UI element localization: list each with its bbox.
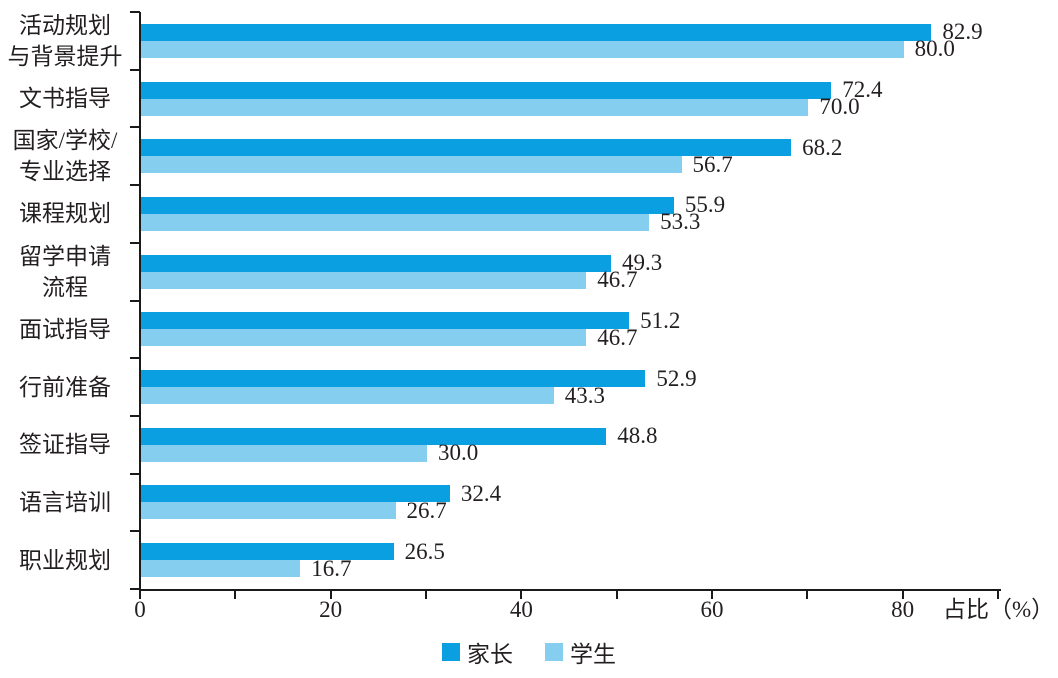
legend-label-parents: 家长 (467, 642, 513, 667)
value-label: 70.0 (819, 94, 860, 120)
bar-学生 (141, 387, 554, 405)
y-axis-tick (130, 588, 140, 590)
value-label: 32.4 (460, 480, 502, 506)
bar-学生 (141, 560, 301, 578)
x-axis-tick (997, 591, 999, 599)
x-axis-tick (806, 591, 809, 599)
y-axis-tick (130, 184, 140, 187)
x-axis-tick (615, 591, 618, 599)
legend-swatch-students (545, 643, 563, 661)
bar-学生 (141, 444, 427, 462)
value-label: 55.9 (684, 192, 726, 218)
legend-swatch-parents (442, 643, 460, 661)
category-label: 行前准备 (19, 374, 111, 400)
y-axis-line (139, 12, 141, 591)
y-axis-tick (130, 472, 140, 475)
bar-家长 (141, 23, 932, 41)
y-axis-tick (130, 299, 140, 302)
value-label: 52.9 (656, 365, 697, 391)
category-label: 文书指导 (19, 86, 111, 112)
bar-家长 (141, 139, 792, 157)
bar-家长 (141, 370, 646, 388)
x-tick-label: 20 (319, 597, 343, 622)
bar-学生 (141, 329, 587, 347)
x-tick-label: 40 (509, 597, 533, 622)
category-label: 国家/学校/ 专业选择 (12, 128, 118, 185)
x-axis-tick (139, 591, 141, 599)
value-label: 26.7 (406, 497, 447, 523)
x-axis-tick (234, 591, 237, 599)
y-axis-tick (130, 11, 140, 13)
bar-学生 (141, 40, 904, 58)
legend: 家长 学生 (0, 635, 1058, 669)
value-label: 68.2 (802, 134, 843, 160)
category-label: 活动规划 与背景提升 (7, 12, 123, 69)
category-label: 课程规划 (19, 201, 111, 227)
x-axis-tick (901, 591, 904, 599)
y-axis-tick (130, 357, 140, 360)
value-label: 80.0 (914, 36, 955, 62)
y-axis-tick (130, 414, 140, 417)
x-tick-label: 60 (700, 597, 724, 622)
bar-家长 (141, 485, 450, 503)
x-tick-label: 0 (134, 597, 146, 622)
x-axis-tick (329, 591, 332, 599)
y-axis-tick (130, 530, 140, 533)
x-axis-tick (520, 591, 523, 599)
category-label: 职业规划 (19, 547, 111, 573)
x-axis-tick (711, 591, 713, 599)
bar-学生 (141, 213, 650, 231)
value-label: 16.7 (311, 555, 352, 581)
value-label: 51.2 (640, 307, 681, 333)
bar-学生 (141, 156, 682, 174)
bar-家长 (141, 543, 394, 561)
y-axis-tick (130, 241, 140, 244)
bar-家长 (141, 427, 607, 445)
value-label: 26.5 (404, 538, 445, 564)
value-label: 30.0 (438, 440, 479, 466)
value-label: 82.9 (942, 19, 983, 45)
x-axis-tick (425, 591, 427, 599)
value-label: 46.7 (597, 324, 638, 350)
y-axis-tick (130, 68, 140, 71)
bar-家长 (141, 81, 832, 99)
value-label: 56.7 (692, 151, 733, 177)
category-label: 签证指导 (19, 432, 111, 458)
x-axis-line (139, 589, 1001, 591)
category-label: 语言培训 (19, 489, 111, 515)
value-label: 49.3 (621, 250, 663, 276)
legend-item-parents: 家长 (442, 635, 513, 669)
bar-学生 (141, 98, 809, 116)
category-label: 留学申请 流程 (19, 243, 111, 300)
bar-家长 (141, 196, 674, 214)
x-axis-title: 占比（%） (943, 597, 1055, 622)
bar-家长 (141, 312, 630, 330)
value-label: 53.3 (660, 209, 701, 235)
value-label: 43.3 (564, 382, 606, 408)
bar-学生 (141, 502, 396, 520)
bar-学生 (141, 271, 587, 289)
y-axis-tick (130, 126, 140, 129)
bar-家长 (141, 254, 611, 272)
value-label: 72.4 (842, 77, 883, 103)
legend-item-students: 学生 (545, 635, 616, 669)
value-label: 46.7 (597, 267, 638, 293)
x-tick-label: 80 (891, 597, 915, 622)
category-label: 面试指导 (19, 316, 111, 342)
legend-label-students: 学生 (570, 642, 616, 667)
value-label: 48.8 (617, 423, 658, 449)
